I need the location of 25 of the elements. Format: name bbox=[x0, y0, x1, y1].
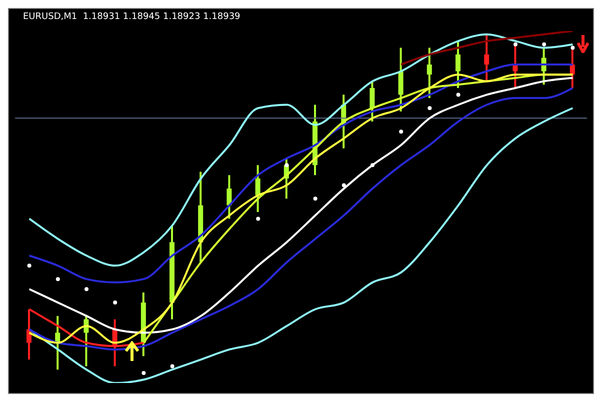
point bbox=[370, 163, 374, 168]
candlestick bbox=[370, 80, 375, 123]
point bbox=[342, 183, 346, 188]
point bbox=[570, 46, 575, 50]
candlestick bbox=[255, 164, 260, 214]
point bbox=[514, 42, 518, 46]
point bbox=[56, 277, 60, 282]
point bbox=[313, 196, 318, 201]
chart-title: EURUSD,M1 1.18931 1.18945 1.18923 1.18939 bbox=[23, 12, 240, 22]
point bbox=[113, 300, 118, 305]
point bbox=[84, 287, 88, 292]
candlestick bbox=[456, 40, 460, 89]
point bbox=[142, 370, 146, 375]
point bbox=[428, 106, 432, 110]
candlestick bbox=[226, 174, 232, 220]
point bbox=[256, 216, 260, 221]
candlestick bbox=[484, 33, 490, 82]
point bbox=[170, 364, 174, 368]
point bbox=[456, 92, 460, 97]
point bbox=[399, 130, 404, 134]
point bbox=[542, 42, 546, 46]
candlestick bbox=[426, 46, 432, 100]
point bbox=[284, 163, 289, 168]
candlestick bbox=[398, 46, 404, 112]
point bbox=[27, 264, 32, 268]
